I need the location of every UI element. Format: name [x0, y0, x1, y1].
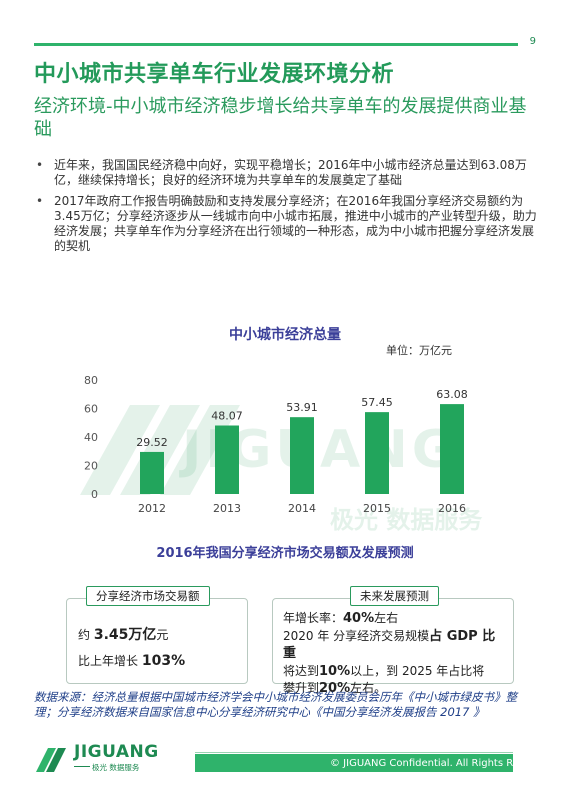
- logo-name: JIGUANG: [74, 742, 159, 762]
- trade-growth-prefix: 比上年增长: [78, 654, 139, 668]
- logo-subtitle: 极光 数据服务: [92, 763, 140, 772]
- footer-rule: [195, 752, 513, 753]
- forecast-gdp-label: 占 GDP 比重: [283, 628, 496, 662]
- y-tick-label: 80: [84, 374, 98, 387]
- forecast-2025-value: 20%: [319, 681, 351, 696]
- x-tick-label: 2012: [138, 502, 166, 515]
- forecast-2020-value: 10%: [319, 663, 351, 679]
- bar-value-label: 29.52: [136, 436, 168, 449]
- chart-title: 中小城市经济总量: [229, 327, 341, 343]
- page-number: 9: [529, 36, 536, 47]
- bar: [290, 417, 314, 494]
- forecast-growth-suffix: 左右: [374, 611, 399, 625]
- bullet-item: 近年来，我国国民经济稳中向好，实现平稳增长；2016年中小城市经济总量达到63.…: [34, 158, 540, 188]
- trade-volume-amount: 3.45万亿: [93, 627, 157, 643]
- bar: [440, 404, 464, 494]
- x-tick-label: 2015: [363, 502, 391, 515]
- y-tick-label: 60: [84, 403, 98, 416]
- forecast-rise-label: 攀升到: [283, 681, 320, 695]
- page-subtitle: 经济环境-中小城市经济稳步增长给共享单车的发展提供商业基础: [34, 96, 527, 140]
- chart-unit: 单位：万亿元: [386, 344, 452, 357]
- forecast-tag: 未来发展预测: [350, 586, 439, 606]
- watermark-sub: 极光 数据服务: [330, 506, 483, 534]
- x-tick-label: 2016: [438, 502, 466, 515]
- forecast-2020-label: 2020 年 分享经济交易规模: [283, 628, 430, 643]
- forecast-line-1: 年增长率：40%左右: [283, 610, 508, 628]
- bar: [140, 451, 164, 494]
- forecast-text: 年增长率：40%左右 2020 年 分享经济交易规模占 GDP 比重 将达到10…: [283, 610, 508, 698]
- y-tick-label: 40: [84, 431, 98, 444]
- trade-volume-tag: 分享经济市场交易额: [86, 586, 210, 606]
- y-tick-label: 0: [91, 488, 98, 501]
- forecast-2025-label: 以上，到 2025 年占比将: [350, 663, 485, 678]
- forecast-line-4: 攀升到20%左右。: [283, 680, 508, 698]
- y-tick-label: 20: [84, 460, 98, 473]
- trade-volume-prefix: 约: [78, 628, 91, 642]
- page-title: 中小城市共享单车行业发展环境分析: [34, 62, 395, 87]
- bar: [215, 425, 239, 494]
- jiguang-logo-icon: [36, 748, 66, 772]
- copyright: © JIGUANG Confidential. All Rights Reser…: [330, 758, 556, 769]
- bullet-list: 近年来，我国国民经济稳中向好，实现平稳增长；2016年中小城市经济总量达到63.…: [34, 158, 540, 260]
- bar-chart: 0 20 40 60 80 29.52 2012 48.07 2013 53.91 2014 57.4…: [84, 374, 468, 515]
- forecast-line-3: 将达到10%以上，到 2025 年占比将: [283, 663, 508, 681]
- bar: [365, 412, 389, 494]
- data-source: 数据来源：经济总量根据中国城市经济学会中小城市经济发展委员会历年《中小城市绿皮书…: [34, 690, 517, 719]
- logo-rule: [74, 766, 90, 767]
- x-tick-label: 2014: [288, 502, 316, 515]
- trade-volume-value: 约 3.45万亿元: [78, 624, 168, 644]
- header-rule: [34, 43, 518, 46]
- x-tick-label: 2013: [213, 502, 241, 515]
- trade-volume-suffix: 元: [156, 628, 169, 642]
- forecast-line-2: 2020 年 分享经济交易规模占 GDP 比重: [283, 628, 508, 663]
- trade-growth: 比上年增长 103%: [78, 652, 185, 669]
- bar-value-label: 48.07: [211, 410, 243, 423]
- forecast-reach-label: 将达到: [283, 663, 320, 678]
- footer-bar: [195, 754, 513, 772]
- trade-growth-value: 103%: [141, 653, 186, 669]
- forecast-rise-suffix: 左右。: [350, 681, 387, 695]
- bar-value-label: 53.91: [286, 401, 318, 414]
- bar-value-label: 57.45: [361, 396, 393, 409]
- bullet-item: 2017年政府工作报告明确鼓励和支持发展分享经济；在2016年我国分享经济交易额…: [34, 194, 540, 254]
- forecast-growth-label: 年增长率：: [283, 611, 344, 625]
- bar-value-label: 63.08: [436, 388, 468, 401]
- forecast-growth-value: 40%: [343, 611, 375, 626]
- section-title: 2016年我国分享经济市场交易额及发展预测: [156, 546, 414, 561]
